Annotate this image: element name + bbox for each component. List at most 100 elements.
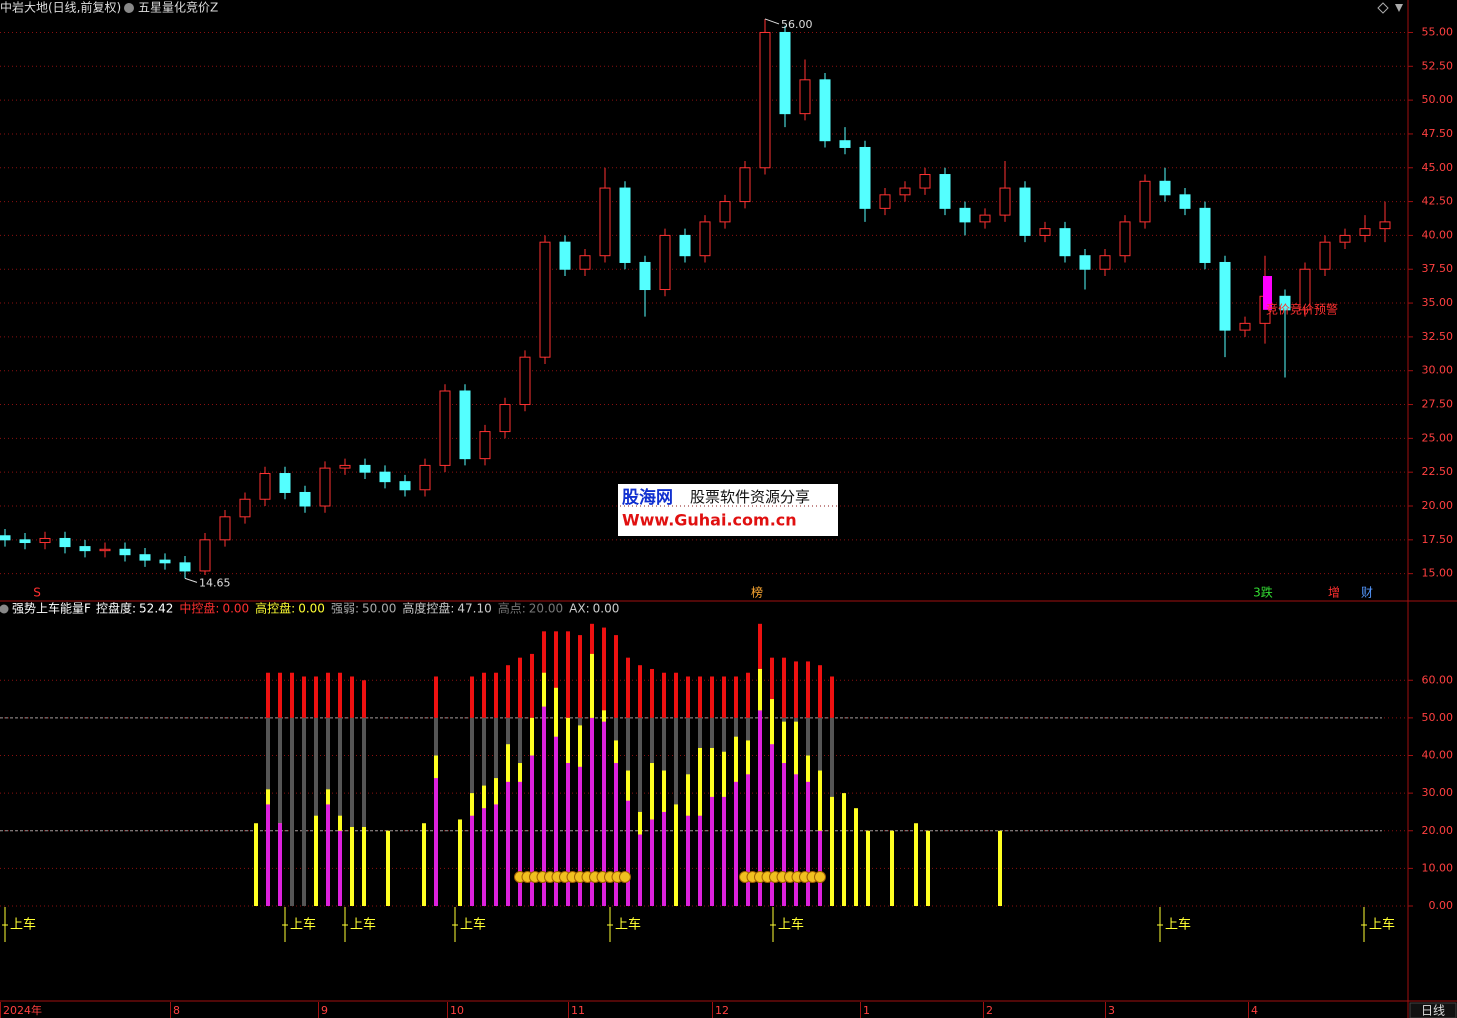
candle-body — [1139, 180, 1151, 223]
signal-label: 上车 — [615, 917, 641, 933]
indicator-title: 五星量化竞价Z — [138, 1, 218, 15]
candle-body — [1239, 322, 1251, 331]
signal-label: 上车 — [350, 917, 376, 933]
readout-value: 0.00 — [593, 602, 620, 616]
candle-body — [399, 481, 411, 491]
bar-top — [686, 676, 690, 718]
watermark-url: Www.Guhai.com.cn — [622, 511, 797, 530]
icon[interactable] — [0, 604, 9, 614]
candle-body — [299, 491, 311, 507]
icon[interactable] — [1395, 4, 1403, 12]
candle-body — [899, 187, 911, 196]
bar-magenta — [746, 774, 750, 906]
readout-name: 中控盘: — [179, 601, 219, 616]
date-label: 12 — [715, 1004, 729, 1017]
readout-value: 50.00 — [362, 602, 396, 616]
period-box[interactable] — [1409, 1002, 1457, 1018]
candle-body — [959, 207, 971, 223]
bar-top — [614, 635, 618, 718]
y-tick-label: 42.50 — [1422, 195, 1454, 208]
bar-top — [806, 661, 810, 718]
candle-body — [619, 187, 631, 263]
bar-magenta — [650, 819, 654, 906]
bar-top — [506, 665, 510, 718]
icon[interactable] — [1377, 2, 1389, 14]
signal-label: 上车 — [460, 917, 486, 933]
bar-magenta — [554, 736, 558, 906]
candle-body — [779, 31, 791, 115]
candle-body — [319, 467, 331, 507]
candle-body — [599, 187, 611, 257]
bar-magenta — [566, 763, 570, 906]
bar-top — [326, 672, 330, 718]
bar-top — [638, 665, 642, 718]
max-label: 56.00 — [781, 18, 813, 31]
y-tick-label: 32.50 — [1422, 330, 1454, 343]
event-badge: 3跌 — [1253, 585, 1273, 600]
event-badge: 榜 — [751, 585, 763, 600]
readout-value: 52.42 — [139, 602, 173, 616]
candle-body — [239, 498, 251, 518]
bar-magenta — [626, 800, 630, 906]
candle-body — [719, 201, 731, 223]
candle-body — [279, 473, 291, 493]
bar-top — [554, 631, 558, 718]
bar-top — [530, 653, 534, 718]
period[interactable]: 日线 — [1421, 1004, 1445, 1018]
bar-top — [302, 676, 306, 718]
y-tick-label: 35.00 — [1422, 296, 1454, 309]
candle-body — [459, 390, 471, 460]
bar-magenta — [530, 755, 534, 906]
candle-body — [1319, 241, 1331, 270]
y-tick-label: 55.00 — [1422, 25, 1454, 38]
icon[interactable] — [124, 3, 134, 13]
bar-top — [674, 672, 678, 718]
bar-yellow — [866, 830, 870, 906]
bar-magenta — [794, 774, 798, 906]
candle-body — [339, 464, 351, 469]
bar-magenta — [734, 781, 738, 906]
candle-body — [39, 537, 51, 544]
bar-magenta — [602, 721, 606, 906]
bar-magenta — [506, 781, 510, 906]
date-label: 2024年 — [3, 1003, 42, 1017]
bar-yellow — [830, 796, 834, 906]
bar-magenta — [266, 804, 270, 906]
y-tick-label: 0.00 — [1429, 899, 1454, 912]
bar-top — [770, 657, 774, 718]
readout-name: 高度控盘: — [402, 601, 454, 616]
bar-top — [650, 668, 654, 718]
bar-top — [662, 672, 666, 718]
bar-top — [350, 717, 354, 906]
bar-magenta — [782, 763, 786, 906]
bar-top — [278, 717, 282, 906]
bar-top — [626, 657, 630, 718]
bar-magenta — [770, 744, 774, 906]
readout-value: 47.10 — [457, 602, 491, 616]
bar-top — [746, 672, 750, 718]
bar-top — [782, 657, 786, 718]
readout-name: 强弱: — [331, 602, 359, 616]
readout-value: 0.00 — [222, 602, 249, 616]
bar-top — [278, 672, 282, 718]
event-badge: 增 — [1328, 586, 1340, 600]
y-tick-label: 50.00 — [1422, 711, 1454, 724]
bars-above — [266, 623, 834, 718]
candle-body — [759, 31, 771, 169]
bar-top — [482, 672, 486, 718]
y-tick-label: 52.50 — [1422, 59, 1454, 72]
candle-body — [359, 464, 371, 473]
bar-top — [290, 717, 294, 906]
indicator-name: 强势上车能量F — [12, 601, 91, 616]
candle-body — [1099, 255, 1111, 270]
date-label: 3 — [1108, 1004, 1115, 1017]
bar-magenta — [686, 815, 690, 906]
bar-top — [338, 672, 342, 718]
bar-magenta — [698, 815, 702, 906]
bar-top — [578, 635, 582, 718]
readout-value: 20.00 — [529, 602, 563, 616]
bar-magenta — [638, 834, 642, 906]
bar-top — [794, 661, 798, 718]
bar-magenta — [338, 830, 342, 906]
